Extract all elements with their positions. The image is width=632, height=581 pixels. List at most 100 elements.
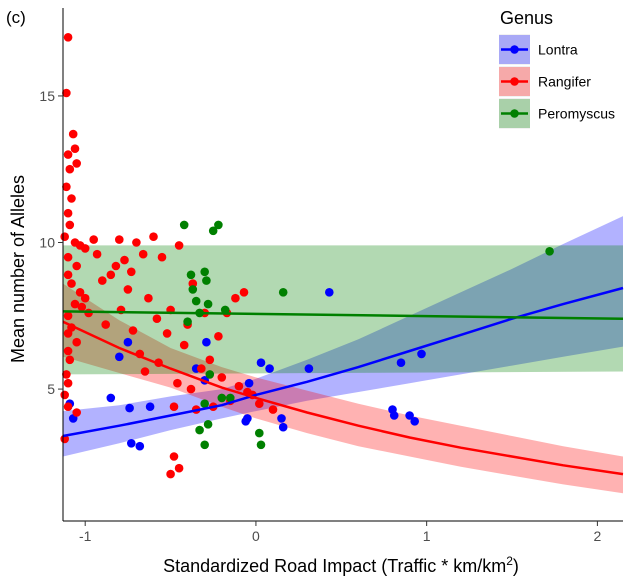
point-rangifer <box>186 384 196 394</box>
legend-label-rangifer: Rangifer <box>538 74 591 90</box>
point-lontra <box>115 352 124 362</box>
x-tick-label: 1 <box>423 528 431 544</box>
point-rangifer <box>60 390 69 400</box>
point-lontra <box>106 393 116 403</box>
point-rangifer <box>63 270 73 280</box>
point-lontra <box>389 411 399 420</box>
point-rangifer <box>214 332 223 341</box>
point-rangifer <box>179 340 189 350</box>
point-peromyscus <box>256 440 266 450</box>
point-lontra <box>127 439 136 448</box>
point-rangifer <box>65 164 75 174</box>
point-rangifer <box>72 337 81 347</box>
y-axis-title: Mean number of Alleles <box>8 175 28 363</box>
point-lontra <box>417 349 426 359</box>
legend-label-peromyscus: Peromyscus <box>538 106 615 122</box>
point-rangifer <box>72 159 81 168</box>
point-rangifer <box>173 378 182 388</box>
point-rangifer <box>63 402 73 412</box>
confidence-bands <box>63 216 623 494</box>
point-rangifer <box>162 329 172 338</box>
point-rangifer <box>62 182 71 192</box>
point-rangifer <box>80 244 90 253</box>
point-rangifer <box>63 33 73 42</box>
point-rangifer <box>72 408 81 417</box>
point-rangifer <box>138 249 148 259</box>
point-rangifer <box>174 463 184 473</box>
point-lontra <box>145 402 155 412</box>
point-rangifer <box>127 267 136 277</box>
point-peromyscus <box>179 220 189 230</box>
y-tick-label: 5 <box>47 381 55 397</box>
point-rangifer <box>106 270 116 280</box>
point-peromyscus <box>195 425 204 435</box>
band-lontra <box>63 216 623 457</box>
x-axis-title-close: ) <box>513 556 519 576</box>
point-rangifer <box>111 261 121 271</box>
point-rangifer <box>169 402 179 412</box>
fit-lines <box>62 286 624 476</box>
point-rangifer <box>63 311 73 321</box>
point-rangifer <box>205 355 215 365</box>
point-rangifer <box>65 355 75 365</box>
point-rangifer <box>70 144 80 153</box>
point-lontra <box>410 417 420 426</box>
point-peromyscus <box>278 288 288 297</box>
fit-line-rangifer <box>62 320 624 476</box>
y-tick-label: 10 <box>39 235 55 251</box>
point-rangifer <box>92 249 102 259</box>
point-rangifer <box>149 232 158 241</box>
point-peromyscus <box>220 305 230 315</box>
point-rangifer <box>68 129 78 139</box>
point-rangifer <box>72 261 81 271</box>
point-rangifer <box>231 293 240 303</box>
point-rangifer <box>128 326 138 335</box>
x-tick-label: 2 <box>593 528 601 544</box>
point-rangifer <box>63 329 73 338</box>
point-peromyscus <box>217 393 227 403</box>
x-tick-label: 0 <box>252 528 260 544</box>
y-tick-label: 15 <box>39 88 55 104</box>
point-lontra <box>396 358 406 368</box>
point-rangifer <box>63 150 73 159</box>
point-rangifer <box>140 367 150 376</box>
point-peromyscus <box>188 285 198 294</box>
legend-key-point <box>510 45 519 54</box>
point-rangifer <box>89 235 98 244</box>
point-peromyscus <box>203 299 213 309</box>
point-rangifer <box>60 232 69 241</box>
point-rangifer <box>67 279 76 288</box>
panel-label: (c) <box>6 8 26 27</box>
point-rangifer <box>115 235 124 244</box>
legend-item-peromyscus: Peromyscus <box>499 98 615 129</box>
point-rangifer <box>67 194 76 203</box>
legend-item-rangifer: Rangifer <box>499 66 591 97</box>
point-peromyscus <box>191 296 201 306</box>
point-peromyscus <box>203 420 213 429</box>
band-rangifer <box>63 283 623 494</box>
point-rangifer <box>62 370 71 379</box>
legend-label-lontra: Lontra <box>538 42 578 58</box>
point-lontra <box>265 364 274 373</box>
point-lontra <box>125 403 134 413</box>
point-rangifer <box>63 252 73 262</box>
point-rangifer <box>98 276 107 285</box>
x-axis-title-superscript: 2 <box>506 554 513 568</box>
point-rangifer <box>144 293 153 303</box>
point-peromyscus <box>208 226 218 236</box>
point-peromyscus <box>200 267 209 277</box>
y-axis-ticks: 5 10 15 <box>39 88 63 397</box>
point-lontra <box>277 414 286 423</box>
point-lontra <box>256 358 266 368</box>
point-lontra <box>304 364 314 373</box>
legend-title: Genus <box>500 8 553 28</box>
point-rangifer <box>268 405 278 414</box>
point-lontra <box>244 378 254 388</box>
point-peromyscus <box>205 370 215 379</box>
point-rangifer <box>62 88 71 98</box>
point-rangifer <box>239 288 249 297</box>
point-rangifer <box>101 320 110 329</box>
point-rangifer <box>65 220 75 230</box>
point-rangifer <box>169 452 179 461</box>
